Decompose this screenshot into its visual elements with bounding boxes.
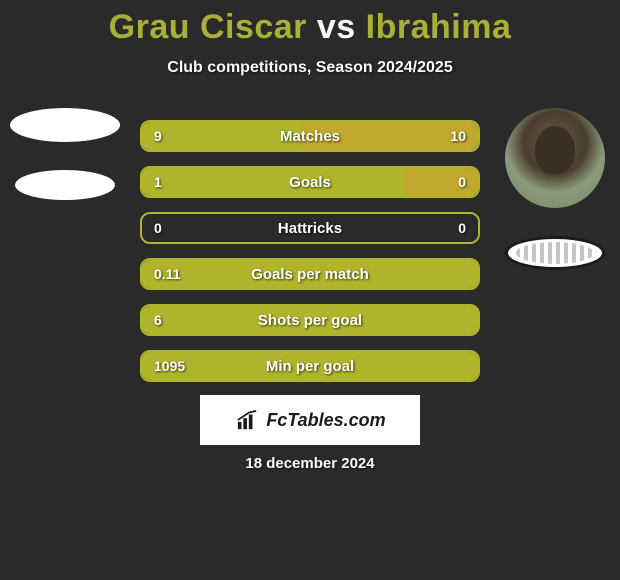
stats-panel: 910Matches 10Goals 00Hattricks 0.11Goals pe… [140,120,480,382]
right-player-avatar [505,108,605,208]
right-player-column [500,108,610,270]
brand-text: FcTables.com [266,410,385,431]
stat-label: Goals per match [142,260,478,288]
date-line: 18 december 2024 [0,455,620,472]
left-club-badge-placeholder [15,170,115,200]
left-player-column [10,108,120,200]
title-separator: vs [317,8,356,46]
comparison-infographic: Grau Ciscar vs Ibrahima Club competition… [0,0,620,580]
stat-label: Shots per goal [142,306,478,334]
stat-row: 1095Min per goal [140,350,480,382]
player-name-right: Ibrahima [366,8,512,46]
stat-label: Hattricks [142,214,478,242]
stat-row: 0.11Goals per match [140,258,480,290]
page-title: Grau Ciscar vs Ibrahima [0,0,620,47]
brand-badge: FcTables.com [200,395,420,445]
stat-row: 6Shots per goal [140,304,480,336]
stat-label: Goals [142,168,478,196]
player-name-left: Grau Ciscar [109,8,307,46]
chart-icon [234,409,260,431]
left-player-avatar-placeholder [10,108,120,142]
right-club-badge [505,236,605,270]
stat-row: 00Hattricks [140,212,480,244]
stat-row: 10Goals [140,166,480,198]
stat-label: Matches [142,122,478,150]
stat-row: 910Matches [140,120,480,152]
stat-label: Min per goal [142,352,478,380]
subtitle: Club competitions, Season 2024/2025 [0,59,620,77]
